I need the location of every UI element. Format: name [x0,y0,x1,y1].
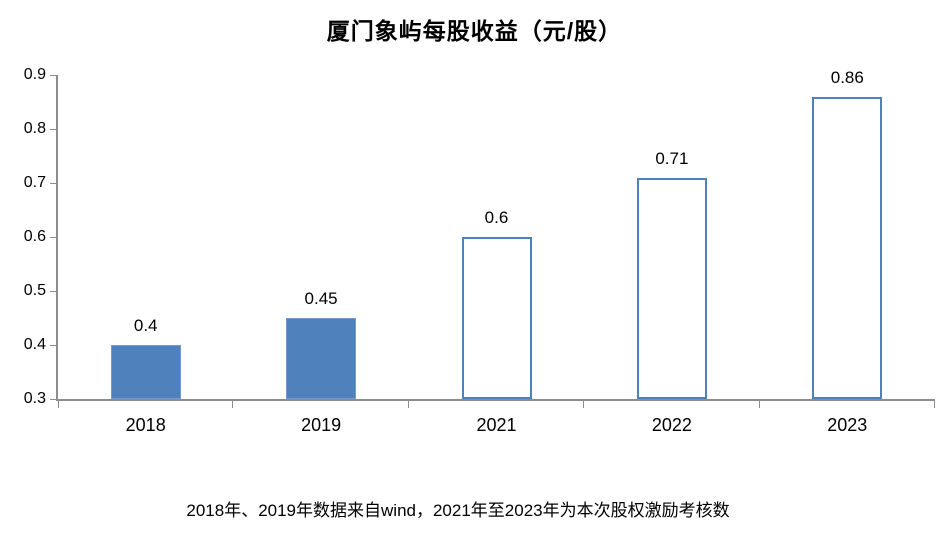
y-tick-mark [50,182,57,184]
y-tick-label: 0.4 [23,336,46,353]
bar-value-label: 0.45 [304,289,338,308]
y-tick-mark [50,398,57,400]
bar-value-label: 0.71 [655,148,689,168]
bar-value-label: 0.6 [484,208,509,227]
chart-title: 厦门象屿每股收益（元/股） [326,18,623,44]
y-tick-label: 0.7 [23,174,46,191]
y-tick-mark [50,236,57,238]
bar [286,318,357,399]
x-tick-mark [583,401,585,408]
bar [461,237,532,399]
x-tick-label: 2023 [827,415,868,435]
y-tick-mark [50,74,57,76]
chart-footnote: 2018年、2019年数据来自wind，2021年至2023年为本次股权激励考核… [186,501,730,520]
bar-value-label: 0.86 [830,67,864,87]
x-tick-label: 2021 [476,415,517,435]
x-tick-mark [758,401,760,408]
bar-value-label: 0.4 [133,316,158,335]
bar [812,96,883,399]
y-tick-label: 0.8 [23,120,46,137]
y-tick-label: 0.6 [23,228,46,245]
x-tick-label: 2019 [301,415,342,435]
x-tick-mark [232,401,234,408]
y-tick-mark [50,128,57,130]
x-tick-label: 2022 [651,415,692,435]
y-axis [56,75,58,399]
y-tick-label: 0.9 [23,66,46,83]
bar [110,345,181,399]
x-tick-mark [58,401,59,408]
bar [636,177,707,399]
y-tick-mark [50,344,57,346]
y-tick-label: 0.5 [23,282,46,299]
y-tick-mark [50,290,57,292]
plot-area: 0.3 0.4 0.5 0.6 0.7 0.8 0.9 0.4 2018 0.45 2019 0.6 2… [24,67,935,435]
x-axis [56,399,935,401]
x-tick-mark [934,401,935,408]
x-tick-label: 2018 [125,415,166,435]
y-tick-label: 0.3 [23,390,46,407]
x-tick-mark [407,401,409,408]
